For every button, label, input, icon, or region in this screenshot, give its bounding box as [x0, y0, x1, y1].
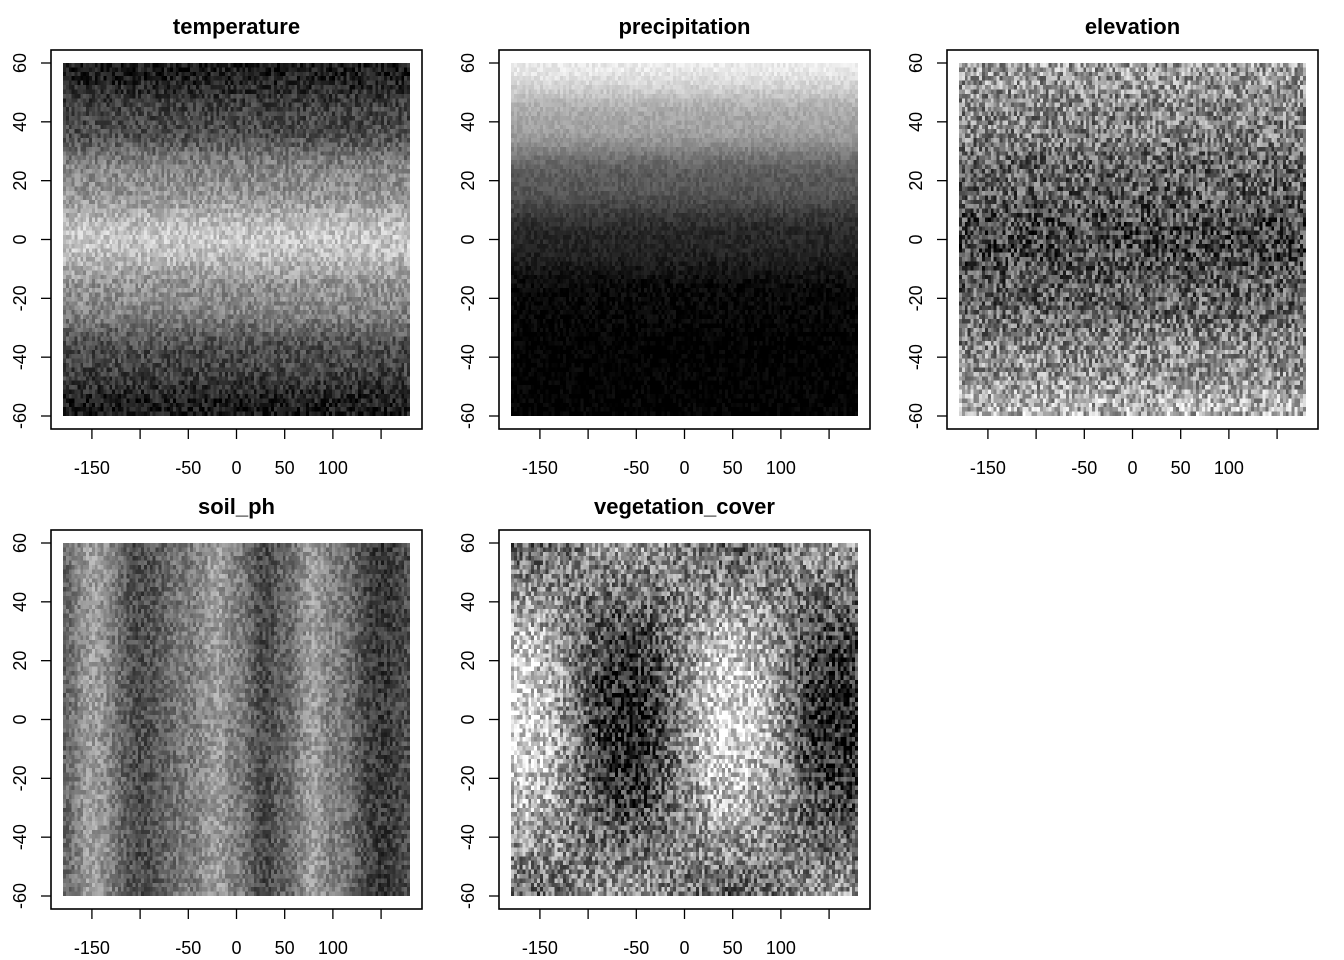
x-tick-label: 0 — [679, 938, 689, 958]
y-tick-label: 0 — [458, 714, 478, 724]
x-tick-label: -150 — [522, 458, 558, 478]
y-tick-label: 20 — [458, 171, 478, 191]
raster-soil_ph — [63, 543, 410, 896]
x-tick-label: -150 — [522, 938, 558, 958]
y-tick-label: -20 — [10, 285, 30, 311]
y-tick-label: -40 — [906, 344, 926, 370]
x-tick-label: -150 — [74, 458, 110, 478]
y-tick-label: 20 — [906, 171, 926, 191]
x-tick-label: 0 — [1127, 458, 1137, 478]
y-tick-label: -40 — [458, 824, 478, 850]
y-tick-label: 60 — [10, 533, 30, 553]
panel-vegetation_cover: vegetation_cover -150 -50 0 50 100 -60 -40 -20 0 2… — [458, 494, 871, 958]
y-tick-label: 60 — [906, 53, 926, 73]
y-tick-label: 0 — [10, 234, 30, 244]
panel-temperature: temperature -150 -50 0 50 100 -60 -40 -20 0 20 40 60 — [10, 14, 423, 478]
y-tick-label: 40 — [906, 112, 926, 132]
y-tick-label: -60 — [10, 883, 30, 909]
y-tick-label: -60 — [10, 403, 30, 429]
panel-title: elevation — [1085, 14, 1180, 39]
x-tick-label: 50 — [1171, 458, 1191, 478]
x-tick-label: 50 — [723, 938, 743, 958]
y-tick-label: -20 — [458, 765, 478, 791]
y-tick-label: -40 — [458, 344, 478, 370]
y-tick-label: 0 — [458, 234, 478, 244]
y-tick-label: 20 — [10, 171, 30, 191]
raster-elevation — [959, 63, 1306, 416]
x-tick-label: 50 — [275, 458, 295, 478]
x-tick-label: -50 — [623, 938, 649, 958]
y-tick-label: -60 — [458, 403, 478, 429]
y-tick-label: -60 — [458, 883, 478, 909]
y-tick-label: 20 — [458, 651, 478, 671]
panel-precipitation: precipitation -150 -50 0 50 100 -60 -40 -20 0 20 40… — [458, 14, 871, 478]
panel-title: temperature — [173, 14, 300, 39]
x-tick-label: 100 — [766, 938, 796, 958]
x-tick-label: 100 — [318, 938, 348, 958]
y-tick-label: 60 — [458, 53, 478, 73]
y-tick-label: 0 — [10, 714, 30, 724]
raster-vegetation_cover — [511, 543, 858, 896]
y-tick-label: 40 — [458, 592, 478, 612]
x-tick-label: 100 — [318, 458, 348, 478]
x-tick-label: 0 — [231, 938, 241, 958]
y-tick-label: 60 — [10, 53, 30, 73]
y-tick-label: -40 — [10, 824, 30, 850]
y-tick-label: -20 — [458, 285, 478, 311]
y-tick-label: 40 — [10, 112, 30, 132]
panel-title: vegetation_cover — [594, 494, 775, 519]
x-tick-label: -50 — [1071, 458, 1097, 478]
x-tick-label: 100 — [1214, 458, 1244, 478]
x-tick-label: 0 — [231, 458, 241, 478]
y-tick-label: -40 — [10, 344, 30, 370]
raster-temperature — [63, 63, 410, 416]
y-tick-label: 60 — [458, 533, 478, 553]
panel-elevation: elevation -150 -50 0 50 100 -60 -40 -20 0 20 40 60 — [906, 14, 1319, 478]
y-tick-label: 40 — [10, 592, 30, 612]
x-tick-label: 50 — [275, 938, 295, 958]
x-tick-label: 50 — [723, 458, 743, 478]
y-tick-label: 0 — [906, 234, 926, 244]
x-tick-label: -50 — [623, 458, 649, 478]
x-tick-label: 100 — [766, 458, 796, 478]
panel-title: soil_ph — [198, 494, 275, 519]
y-tick-label: -20 — [906, 285, 926, 311]
y-tick-label: 20 — [10, 651, 30, 671]
y-tick-label: 40 — [458, 112, 478, 132]
y-tick-label: -60 — [906, 403, 926, 429]
x-tick-label: -50 — [175, 938, 201, 958]
panel-title: precipitation — [618, 14, 750, 39]
y-tick-label: -20 — [10, 765, 30, 791]
x-tick-label: 0 — [679, 458, 689, 478]
panel-soil_ph: soil_ph -150 -50 0 50 100 -60 -40 -20 0 20 40 60 — [10, 494, 423, 958]
x-tick-label: -50 — [175, 458, 201, 478]
x-tick-label: -150 — [74, 938, 110, 958]
raster-precipitation — [511, 63, 858, 416]
x-tick-label: -150 — [970, 458, 1006, 478]
